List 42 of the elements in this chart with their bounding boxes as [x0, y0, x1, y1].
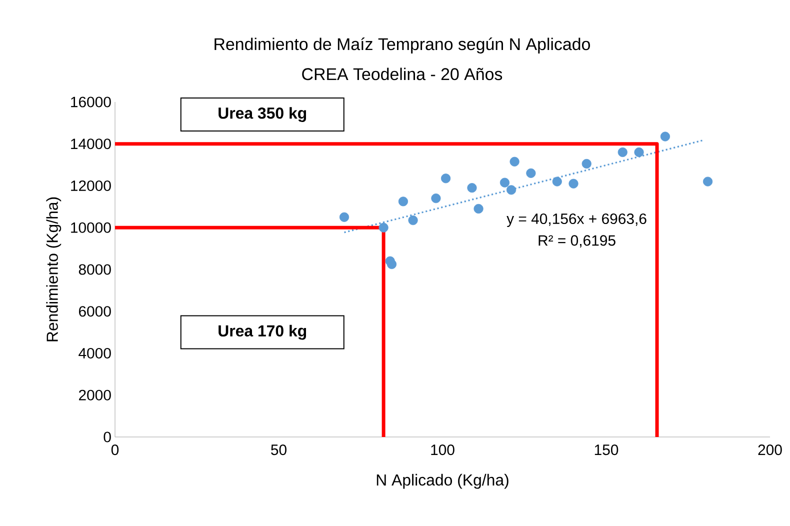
- point: [568, 178, 578, 188]
- point: [386, 259, 397, 270]
- y-tick-label: 6000: [79, 306, 111, 317]
- point: [634, 147, 644, 158]
- y-tick-label: 10000: [71, 222, 111, 233]
- point: [339, 212, 350, 222]
- annotation: y = 40,156x + 6963,6: [506, 213, 646, 227]
- x-tick-label: 100: [431, 444, 454, 456]
- y-tick-label: 12000: [71, 180, 111, 192]
- annotation: R² = 0,6195: [538, 235, 616, 248]
- x-tick-label: 50: [271, 444, 286, 456]
- point: [582, 158, 592, 169]
- chart-title: Rendimiento de Maíz Temprano según N Aplicado: [214, 38, 590, 54]
- point: [510, 156, 520, 166]
- point: [526, 168, 536, 178]
- point: [440, 174, 451, 184]
- y-axis-title: Rendimiento (Kg/ha): [46, 197, 62, 342]
- x-tick-label: 0: [111, 444, 119, 456]
- point: [660, 132, 670, 142]
- y-tick-label: 2000: [78, 390, 111, 400]
- point: [618, 147, 628, 158]
- y-tick-label: 4000: [78, 348, 111, 359]
- point: [408, 215, 418, 226]
- point: [467, 183, 477, 193]
- point: [378, 222, 388, 232]
- point: [552, 176, 562, 186]
- point: [474, 204, 484, 214]
- x-axis-title: N Aplicado (Kg/ha): [376, 474, 508, 489]
- y-tick-label: 16000: [71, 96, 111, 108]
- point: [398, 196, 408, 206]
- point: [500, 178, 510, 188]
- annotation: Urea 350 kg: [218, 107, 306, 122]
- annotation: Urea 170 kg: [218, 324, 306, 340]
- y-tick-label: 14000: [71, 138, 111, 150]
- y-tick-label: 0: [104, 432, 111, 442]
- chart-subtitle: CREA Teodelina - 20 Años: [302, 68, 502, 80]
- point: [506, 185, 516, 195]
- x-tick-label: 150: [594, 444, 618, 456]
- point: [431, 193, 441, 204]
- point: [702, 176, 713, 186]
- x-tick-label: 200: [758, 444, 782, 456]
- y-tick-label: 8000: [78, 264, 111, 275]
